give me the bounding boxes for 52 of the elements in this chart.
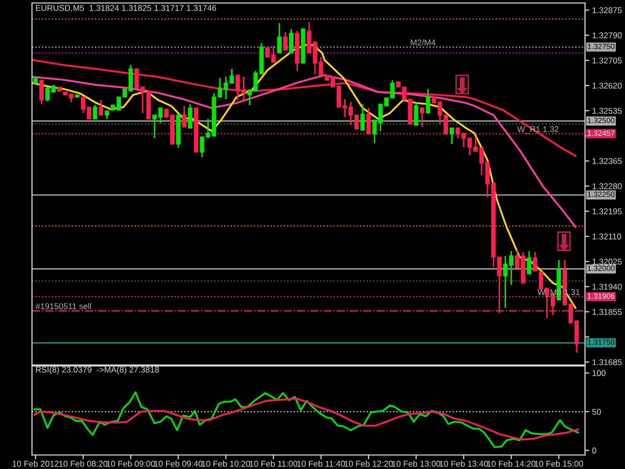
- y-tick-label: 1.32025: [592, 258, 622, 265]
- line-series: [33, 391, 579, 448]
- candlestick: [426, 88, 430, 114]
- y-tick-label: 1.32535: [592, 108, 622, 114]
- candlestick: [420, 107, 424, 128]
- annotation: #19150511 sell: [36, 303, 91, 310]
- y-tick-label: 100: [592, 370, 606, 376]
- x-tick-label: 10 Feb 15:00: [534, 460, 584, 467]
- x-tick-label: 10 Feb 12:20: [344, 460, 393, 467]
- y-tick-label: 50: [592, 408, 601, 415]
- x-tick-label: 10 Feb 09:00: [106, 460, 155, 467]
- candlestick: [414, 101, 418, 126]
- x-tick-label: 10 Feb 09:40: [154, 460, 203, 467]
- x-tick-label: 10 Feb 10:20: [202, 460, 250, 467]
- line-series: [33, 398, 579, 440]
- candlestick: [182, 105, 186, 128]
- y-tick-label: 1.31855: [592, 308, 622, 315]
- annotation: M2/M4: [410, 39, 436, 46]
- candlestick: [188, 103, 192, 129]
- y-tick-label: 1.32620: [592, 82, 622, 89]
- candlestick: [283, 31, 288, 51]
- x-tick-label: 10 Feb 08:20: [59, 460, 108, 467]
- candlestick: [277, 22, 282, 54]
- x-tick-label: 10 Feb 11:00: [250, 460, 298, 467]
- candlestick: [39, 79, 44, 105]
- chart-title: EURUSD,M5 1.31824 1.31825 1.31717 1.31746: [36, 5, 216, 12]
- y-tick-label: 1.32195: [592, 208, 622, 214]
- candlestick: [360, 103, 365, 131]
- x-tick-label: 10 Feb 11:40: [297, 460, 345, 467]
- line-series: [32, 74, 576, 228]
- candlestick: [92, 104, 98, 120]
- y-tick-label: 1.32365: [592, 158, 622, 164]
- candlestick: [450, 127, 454, 145]
- y-tick-label: 1.32280: [592, 183, 622, 190]
- x-tick-label: 10 Feb 13:40: [440, 460, 488, 467]
- y-tick-label: 0: [592, 448, 596, 454]
- x-tick-label: 10 Feb 2012: [12, 460, 59, 467]
- y-tick-label: 1.32705: [592, 58, 622, 64]
- y-tick-label: 1.32110: [592, 234, 622, 240]
- x-tick-label: 10 Feb 13:00: [392, 460, 440, 467]
- candlestick: [98, 99, 104, 116]
- x-tick-label: 10 Feb 14:20: [487, 460, 536, 467]
- candlestick: [289, 28, 294, 54]
- candlestick: [526, 250, 532, 275]
- y-tick-label: 1.32875: [592, 7, 622, 14]
- candlestick: [366, 107, 371, 135]
- y-tick-label: 1.31685: [592, 359, 622, 366]
- chart-title: RSI(8) 23.0379 ->MA(8) 27.3818: [36, 366, 159, 374]
- line-series: [32, 59, 576, 157]
- y-tick-label: 1.31940: [592, 284, 622, 290]
- y-tick-label: 1.32790: [592, 32, 622, 38]
- candlestick: [532, 251, 538, 272]
